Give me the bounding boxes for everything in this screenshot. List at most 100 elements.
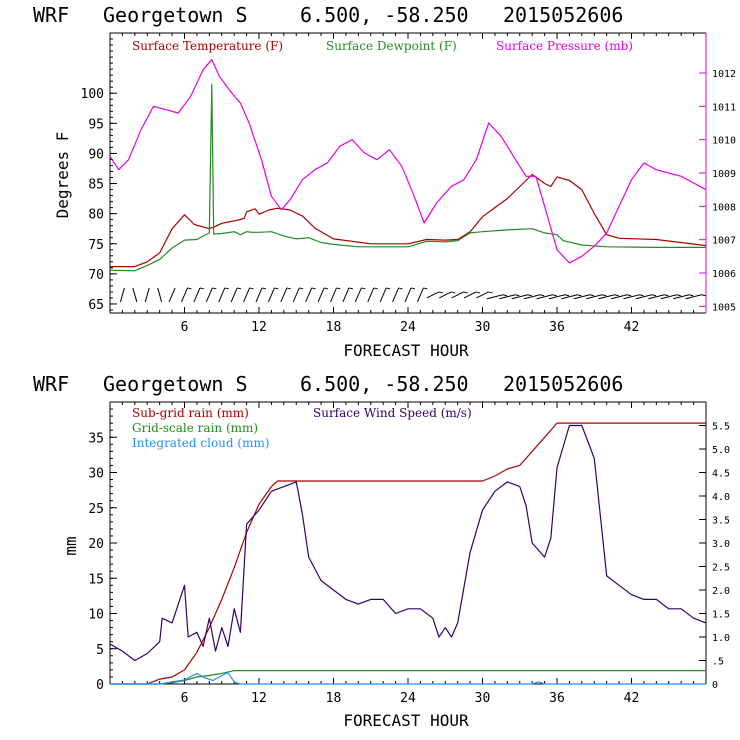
p1-ytick-label: 85: [88, 178, 104, 193]
wind-barb-flag: [311, 287, 316, 290]
wind-barb-flag: [187, 287, 192, 290]
p2-series-integrated-cloud-mm: [110, 672, 706, 685]
p2-ytick-label: 15: [88, 572, 104, 587]
wind-barb-flag: [564, 294, 570, 297]
temperature-panel: WRF Georgetown S 6.500, -58.250 20150526…: [33, 3, 736, 360]
p2-y2tick-label: 1.5: [712, 610, 730, 621]
wind-barb: [635, 294, 653, 300]
wind-barb-flag: [410, 287, 416, 290]
wind-barb-flag: [237, 287, 242, 290]
wind-barb: [305, 287, 313, 303]
p1-y2tick-label: 1010: [712, 136, 736, 147]
wind-barb: [598, 294, 615, 300]
panel1-station: Georgetown S: [103, 3, 248, 27]
wind-barb-flag: [373, 287, 378, 290]
legend-surface-temperature: Surface Temperature (F): [132, 39, 283, 53]
p2-y2tick-label: 3.5: [712, 516, 730, 527]
wind-barb: [243, 287, 251, 303]
panel1-coords: 6.500, -58.250: [300, 3, 469, 27]
p2-xtick-label: 24: [400, 691, 416, 706]
p1-xtick-label: 30: [475, 320, 491, 335]
p1-series-surface-pressure-mb: [109, 59, 707, 264]
wind-barb-flag: [502, 294, 508, 297]
panel2-ylabel: mm: [61, 536, 80, 555]
p2-y2tick-label: 3.0: [712, 539, 730, 550]
wind-barb-flag: [614, 294, 619, 297]
wind-barb-flag: [451, 291, 456, 294]
p1-y2tick-label: 1005: [712, 302, 736, 313]
wind-barb: [392, 287, 400, 303]
legend-subgrid-rain: Sub-grid rain (mm): [132, 406, 249, 420]
p1-ytick-label: 95: [88, 117, 104, 132]
wind-barb-flag: [639, 294, 644, 297]
panel1-run: 2015052606: [503, 3, 623, 27]
wind-barb: [524, 294, 541, 300]
p2-ytick-label: 5: [96, 643, 104, 658]
legend-integrated-cloud: Integrated cloud (mm): [132, 436, 270, 450]
p1-y2tick-label: 1008: [712, 202, 736, 213]
legend-surface-dewpoint: Surface Dewpoint (F): [326, 39, 457, 53]
panel2-coords: 6.500, -58.250: [300, 372, 469, 396]
wind-barb: [157, 287, 163, 303]
wind-barb: [168, 287, 176, 303]
wind-barb-flag: [540, 294, 545, 297]
wind-barb-flag: [589, 294, 594, 297]
wind-barb: [342, 287, 350, 303]
p1-xtick-label: 36: [549, 320, 565, 335]
wind-barb: [379, 287, 387, 303]
wind-barb: [486, 294, 504, 300]
wind-barb-flag: [199, 287, 205, 290]
panel2-xlabel: FORECAST HOUR: [343, 711, 469, 730]
wind-barb-flag: [261, 287, 267, 290]
wind-barb: [218, 287, 226, 303]
wind-barb-flag: [361, 287, 366, 290]
wind-barb-flag: [664, 294, 669, 297]
legend-surface-pressure: Surface Pressure (mb): [496, 39, 633, 53]
p1-y2tick-label: 1007: [712, 236, 736, 247]
wind-barb: [536, 294, 553, 300]
wind-barb: [317, 287, 325, 303]
wind-barb-flag: [689, 294, 694, 297]
wind-barb: [673, 294, 690, 300]
wind-barb-flag: [323, 287, 329, 290]
p1-series-surface-temperature-f: [110, 173, 707, 268]
wind-barb: [330, 287, 337, 303]
p2-y2tick-label: 4.5: [712, 469, 730, 480]
wind-barb: [586, 294, 603, 300]
panel2-run: 2015052606: [503, 372, 623, 396]
p2-series-surface-wind-speed-m-s: [109, 424, 707, 662]
p2-xtick-label: 42: [624, 691, 640, 706]
legend-gridscale-rain: Grid-scale rain (mm): [132, 421, 258, 435]
wind-barb: [573, 294, 590, 300]
p1-ytick-label: 80: [88, 208, 104, 223]
wind-barb: [280, 287, 288, 303]
wind-barb: [354, 287, 362, 303]
wind-barb: [144, 287, 150, 303]
wind-barb: [255, 287, 263, 303]
wind-barb-flag: [475, 291, 481, 294]
wind-barb: [119, 287, 125, 303]
wind-barb: [610, 294, 628, 300]
p2-ytick-label: 30: [88, 467, 104, 482]
wind-barb-flag: [274, 287, 279, 290]
p1-ytick-label: 90: [88, 147, 104, 162]
p2-y2tick-label: 5.0: [712, 445, 730, 456]
panel1-xlabel: FORECAST HOUR: [343, 341, 469, 360]
p1-xtick-label: 12: [251, 320, 267, 335]
wind-barb: [426, 291, 440, 299]
wind-barb: [205, 287, 213, 303]
wind-barb: [499, 294, 516, 300]
precipitation-panel: WRF Georgetown S 6.500, -58.250 20150526…: [33, 372, 730, 730]
wind-barb: [230, 287, 238, 303]
p2-ytick-label: 10: [88, 608, 104, 623]
wind-barb-flag: [463, 291, 468, 294]
wind-barb-flag: [602, 294, 607, 297]
wind-barb: [548, 294, 566, 300]
p2-xtick-label: 12: [251, 691, 267, 706]
panel1-model: WRF: [33, 3, 69, 27]
wind-barb-flag: [438, 291, 443, 294]
p1-xtick-label: 6: [181, 320, 189, 335]
p1-ytick-label: 65: [88, 298, 104, 313]
